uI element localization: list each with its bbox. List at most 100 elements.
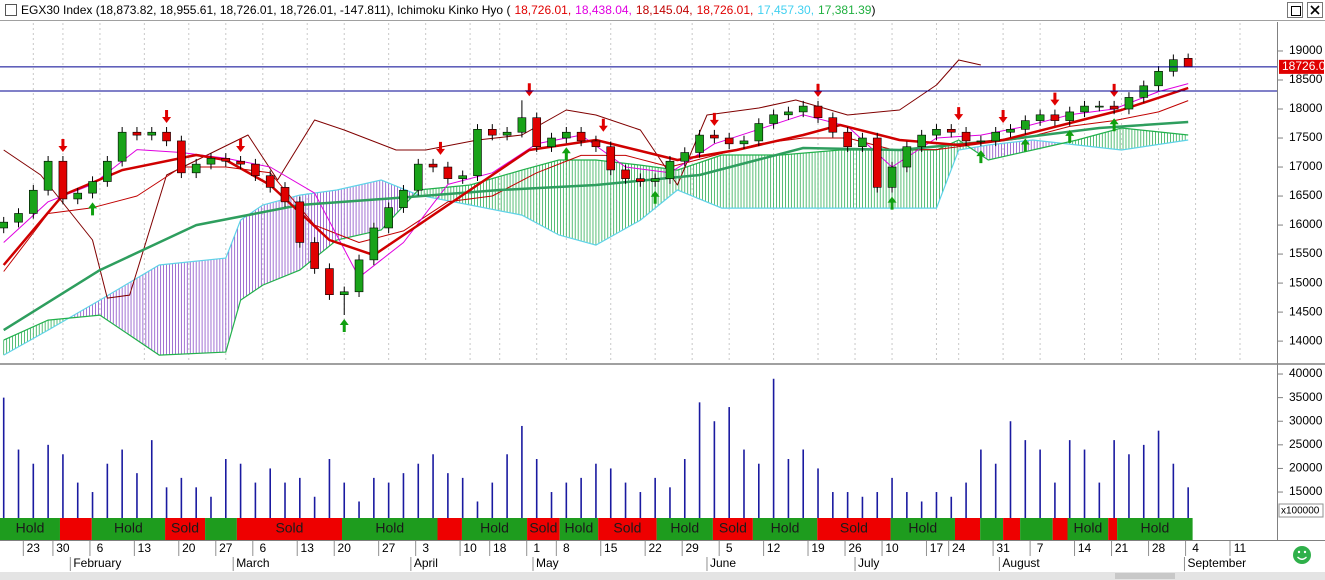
candle-body [754,123,764,142]
candle-body [591,140,601,148]
x-tick-label: 23 [27,541,41,555]
signal-band [752,518,818,540]
price-panel [0,23,1241,362]
y-tick-label: 14500 [1289,304,1323,318]
signal-label: Sold [613,520,641,536]
signal-label: Hold [16,520,45,536]
x-tick-label: 13 [138,541,152,555]
x-tick-label: 29 [685,541,699,555]
signal-band [165,518,206,540]
signal-label: Sold [529,520,557,536]
candle-body [1183,58,1193,68]
candle-body [43,160,53,191]
last-price-label: 18726.0 [1282,59,1325,73]
signal-label: Hold [771,520,800,536]
candle-body [813,105,823,119]
candle-body [576,131,586,142]
candle-body [1169,59,1178,72]
candle-body [636,178,645,182]
span-b-line [3,139,1189,356]
month-label: September [1187,556,1246,570]
candle-body [976,140,986,143]
candle-body [932,129,941,136]
y-tick-label: 18500 [1289,72,1323,86]
signal-band [1108,518,1118,540]
signal-band [1020,518,1053,540]
span-a-line [3,127,1189,356]
signal-band [0,518,60,540]
chart-title: EGX30 Index (18,873.82, 18,955.61, 18,72… [21,3,511,17]
y-tick-label: 17500 [1289,130,1323,144]
x-tick-label: 7 [1037,541,1044,555]
x-tick-label: 26 [848,541,862,555]
x-tick-label: 10 [885,541,899,555]
indicator-line [3,59,982,299]
candle-body [325,268,334,295]
signal-band [205,518,237,540]
scrollbar[interactable] [0,572,1325,580]
buy-arrow [1065,129,1075,143]
candle-body [221,158,231,162]
y-tick-label: 18000 [1289,101,1323,115]
x-tick-label: 1 [533,541,540,555]
signal-band [1117,518,1193,540]
sell-arrow [598,118,608,132]
signal-band [980,518,1004,540]
buy-arrow [88,202,98,216]
signal-band [890,518,955,540]
x-tick-label: 5 [726,541,733,555]
candle-body [710,134,719,139]
signal-band [712,518,753,540]
x-tick-label: 19 [811,541,825,555]
x-tick-label: 6 [97,541,104,555]
close-button[interactable] [1307,2,1323,18]
candle-body [621,169,630,179]
window-buttons [1283,2,1323,25]
x-tick-label: 3 [422,541,429,555]
x-tick-label: 14 [1078,541,1092,555]
sell-arrow [524,83,534,97]
sell-arrow [998,109,1008,123]
candle-body [1154,70,1163,87]
signal-band [817,518,891,540]
candle-body [1095,105,1104,108]
candle-body [828,117,838,133]
signal-band [559,518,599,540]
restore-button[interactable] [1287,2,1303,18]
scrollbar-thumb[interactable] [1115,573,1175,579]
signal-label: Sold [171,520,199,536]
candle-body [88,181,97,194]
candle-body [413,163,423,191]
month-label: August [1002,556,1040,570]
buy-arrow [887,196,897,210]
x-tick-label: 31 [996,541,1010,555]
close-icon [1310,5,1320,15]
smiley-eye [1297,550,1301,554]
smiley-face [1293,546,1311,564]
candle-body [739,140,749,145]
y-tick-label: 19000 [1289,43,1323,57]
candle-body [1139,85,1149,98]
signal-band [1003,518,1021,540]
smiley-eye [1303,550,1307,554]
candle-body [1035,114,1045,121]
y-tick-label: 15500 [1289,246,1323,260]
buy-arrow [561,147,571,161]
x-tick-label: 18 [493,541,507,555]
scale-label: x100000 [1281,506,1320,517]
sell-arrow [1050,92,1060,106]
signal-label: Hold [480,520,509,536]
candle-body [177,140,186,174]
status-icon[interactable] [1293,546,1311,564]
window-icon [5,4,17,16]
candle-body [73,192,83,200]
indicator-values: 18,726.01, 18,438.04, 18,145.04, 18,726.01,… [510,3,871,17]
y-tick-label: 15000 [1289,484,1323,498]
signal-band [656,518,713,540]
y-tick-label: 16500 [1289,188,1323,202]
x-tick-label: 21 [1115,541,1129,555]
candle-body [961,131,971,142]
candle-body [428,163,438,168]
indicator-value: 18,145.04, [635,3,693,17]
